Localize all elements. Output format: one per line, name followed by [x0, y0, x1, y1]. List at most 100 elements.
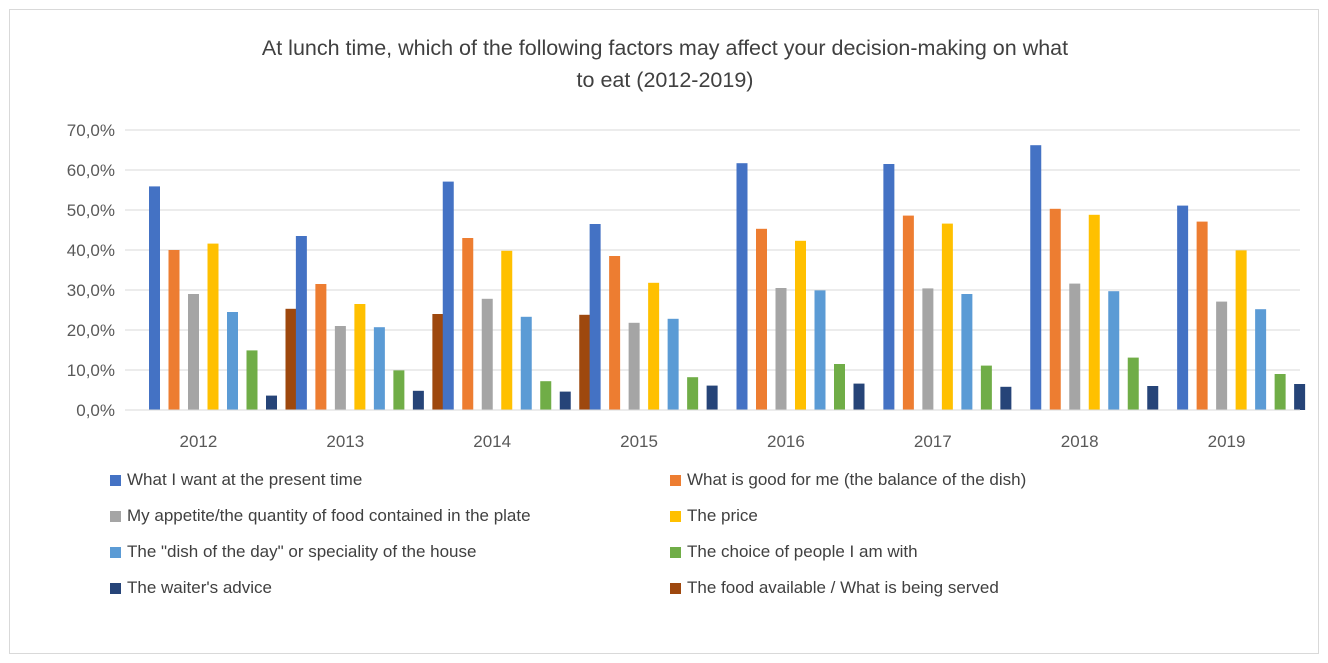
bar [188, 294, 199, 410]
bar [315, 284, 327, 410]
legend-swatch [110, 510, 121, 522]
y-tick-label: 10,0% [67, 361, 115, 380]
x-tick-label: 2018 [1061, 432, 1099, 451]
bar [1235, 250, 1247, 410]
y-tick-label: 30,0% [67, 281, 115, 300]
bar [1108, 291, 1120, 410]
bar [207, 243, 219, 410]
bar [295, 236, 307, 410]
legend-label: What is good for me (the balance of the … [687, 470, 1027, 489]
bar [1294, 384, 1306, 410]
bar [520, 316, 532, 410]
x-tick-label: 2014 [473, 432, 511, 451]
bar [667, 318, 679, 410]
bar [648, 282, 660, 410]
legend-swatch [110, 546, 121, 558]
bar [883, 164, 895, 410]
chart-title-line-1: At lunch time, which of the following fa… [261, 36, 1069, 60]
legend-item: The price [670, 506, 758, 526]
bar [559, 391, 571, 410]
bar [609, 256, 621, 410]
y-tick-label: 60,0% [67, 161, 115, 180]
x-tick-label: 2015 [620, 432, 658, 451]
bar [540, 381, 552, 410]
legend-label: The price [687, 506, 758, 525]
legend-label: The waiter's advice [127, 578, 272, 597]
bar [1274, 374, 1286, 410]
x-tick-label: 2019 [1208, 432, 1246, 451]
bar [756, 228, 767, 410]
legend-swatch [670, 474, 681, 486]
bar [227, 312, 238, 410]
bar [687, 377, 699, 410]
bar [1216, 301, 1228, 410]
chart-title: At lunch time, which of the following fa… [120, 32, 1210, 96]
bar [1000, 386, 1012, 410]
y-tick-label: 40,0% [67, 241, 115, 260]
bar [334, 326, 346, 410]
legend-item: My appetite/the quantity of food contain… [110, 506, 531, 526]
bar [266, 395, 277, 410]
bar [285, 308, 297, 410]
bar [941, 223, 953, 410]
bar [246, 350, 258, 410]
x-tick-label: 2013 [326, 432, 364, 451]
legend-swatch [670, 510, 681, 522]
bar [961, 294, 973, 410]
bar [922, 288, 934, 410]
bar [393, 370, 405, 410]
bar [902, 215, 914, 410]
bar [1177, 205, 1189, 410]
bar [1127, 357, 1139, 410]
legend-label: My appetite/the quantity of food contain… [127, 506, 531, 525]
x-tick-label: 2016 [767, 432, 805, 451]
bar [168, 250, 180, 410]
bar [706, 385, 718, 410]
legend-swatch [110, 582, 121, 594]
bar [1069, 283, 1081, 410]
legend-swatch [670, 582, 681, 594]
chart-title-line-2: to eat (2012-2019) [576, 68, 754, 92]
bar [834, 364, 845, 410]
bar [501, 250, 513, 410]
legend-item: The food available / What is being serve… [670, 578, 999, 598]
bar [481, 298, 493, 410]
legend-item: The "dish of the day" or speciality of t… [110, 542, 476, 562]
bar [462, 238, 474, 410]
legend-item: What I want at the present time [110, 470, 362, 490]
bar [579, 314, 591, 410]
bar [373, 327, 385, 410]
bar [432, 314, 444, 410]
bar [1030, 145, 1042, 410]
legend-item: The waiter's advice [110, 578, 272, 598]
bar [589, 224, 601, 410]
bar [442, 181, 454, 410]
bar [1147, 386, 1159, 410]
bar [1255, 309, 1267, 410]
legend-label: The choice of people I am with [687, 542, 918, 561]
x-tick-label: 2017 [914, 432, 952, 451]
bar [853, 383, 865, 410]
y-tick-label: 0,0% [76, 401, 115, 420]
y-tick-label: 50,0% [67, 201, 115, 220]
bar [1088, 214, 1100, 410]
bar [980, 365, 992, 410]
bar [149, 186, 160, 410]
bar [775, 288, 787, 410]
bar [1049, 208, 1061, 410]
legend-label: The "dish of the day" or speciality of t… [127, 542, 477, 561]
legend-swatch [110, 474, 121, 486]
legend-item: The choice of people I am with [670, 542, 918, 562]
legend-item: What is good for me (the balance of the … [670, 470, 1026, 490]
bar [628, 322, 640, 410]
x-tick-label: 2012 [180, 432, 218, 451]
legend-swatch [670, 546, 681, 558]
bar [814, 290, 826, 410]
bar [795, 240, 806, 410]
legend-label: What I want at the present time [127, 470, 363, 489]
bar [736, 163, 748, 410]
legend-label: The food available / What is being serve… [687, 578, 999, 597]
y-tick-label: 20,0% [67, 321, 115, 340]
bar [354, 304, 366, 410]
